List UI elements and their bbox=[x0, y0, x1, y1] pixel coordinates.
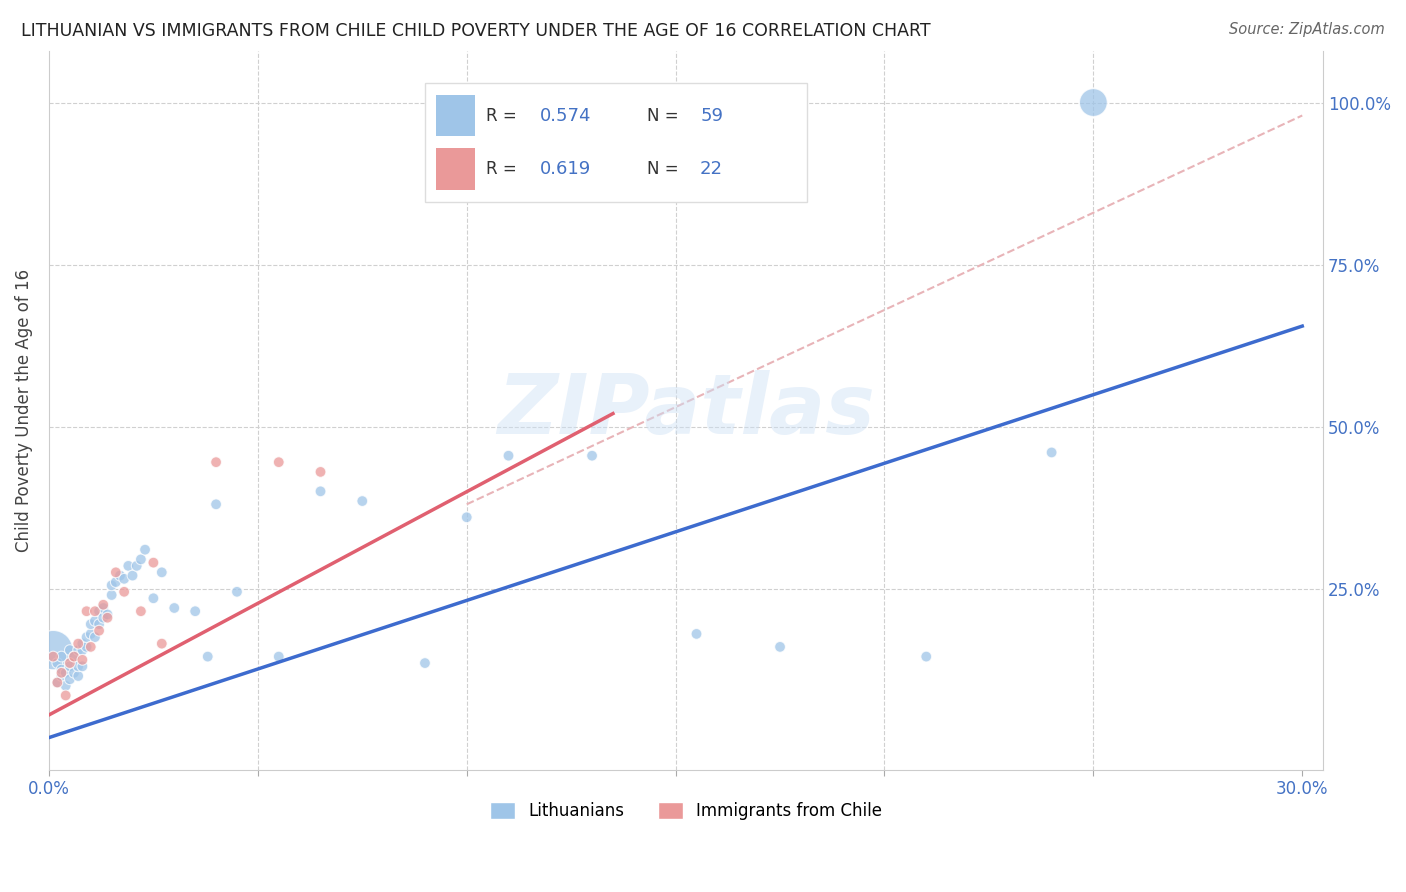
Point bbox=[1083, 95, 1105, 110]
Point bbox=[498, 449, 520, 463]
Point bbox=[63, 665, 86, 680]
Point bbox=[96, 610, 118, 624]
Point bbox=[129, 604, 152, 618]
Point bbox=[456, 510, 478, 524]
Point bbox=[413, 656, 436, 670]
Text: Source: ZipAtlas.com: Source: ZipAtlas.com bbox=[1229, 22, 1385, 37]
Point bbox=[80, 640, 103, 654]
Point bbox=[84, 630, 107, 644]
Text: LITHUANIAN VS IMMIGRANTS FROM CHILE CHILD POVERTY UNDER THE AGE OF 16 CORRELATIO: LITHUANIAN VS IMMIGRANTS FROM CHILE CHIL… bbox=[21, 22, 931, 40]
Point bbox=[51, 665, 73, 680]
Point bbox=[46, 675, 69, 690]
Point bbox=[197, 649, 219, 664]
Point bbox=[59, 656, 82, 670]
Point bbox=[67, 643, 90, 657]
Point bbox=[51, 649, 73, 664]
Point bbox=[1040, 445, 1063, 459]
Point bbox=[267, 649, 290, 664]
Point bbox=[87, 617, 110, 632]
Point bbox=[72, 653, 94, 667]
Point bbox=[309, 465, 332, 479]
Point bbox=[184, 604, 207, 618]
Point bbox=[108, 568, 131, 582]
Point bbox=[352, 494, 374, 508]
Point bbox=[55, 679, 77, 693]
Point bbox=[55, 665, 77, 680]
Point bbox=[51, 663, 73, 677]
Point bbox=[150, 637, 173, 651]
Point bbox=[80, 617, 103, 632]
Point bbox=[581, 449, 603, 463]
Point bbox=[100, 588, 122, 602]
Legend: Lithuanians, Immigrants from Chile: Lithuanians, Immigrants from Chile bbox=[484, 795, 889, 826]
Point bbox=[76, 640, 98, 654]
Point bbox=[226, 584, 249, 599]
Text: ZIPatlas: ZIPatlas bbox=[498, 370, 875, 450]
Point bbox=[80, 627, 103, 641]
Point bbox=[51, 669, 73, 683]
Point bbox=[769, 640, 792, 654]
Point bbox=[55, 689, 77, 703]
Point bbox=[104, 575, 127, 590]
Point bbox=[121, 568, 143, 582]
Point bbox=[100, 578, 122, 592]
Point bbox=[87, 624, 110, 638]
Point bbox=[59, 673, 82, 687]
Point bbox=[87, 604, 110, 618]
Point bbox=[46, 656, 69, 670]
Point bbox=[150, 566, 173, 580]
Point bbox=[134, 542, 156, 557]
Point bbox=[72, 643, 94, 657]
Point bbox=[72, 637, 94, 651]
Point bbox=[205, 455, 228, 469]
Point bbox=[76, 604, 98, 618]
Point bbox=[205, 497, 228, 511]
Point bbox=[685, 627, 707, 641]
Point bbox=[915, 649, 938, 664]
Point bbox=[309, 484, 332, 499]
Point bbox=[163, 601, 186, 615]
Point bbox=[46, 675, 69, 690]
Point bbox=[67, 637, 90, 651]
Y-axis label: Child Poverty Under the Age of 16: Child Poverty Under the Age of 16 bbox=[15, 268, 32, 552]
Point bbox=[112, 584, 135, 599]
Point bbox=[96, 607, 118, 622]
Point bbox=[117, 558, 139, 573]
Point bbox=[59, 643, 82, 657]
Point bbox=[72, 659, 94, 673]
Point bbox=[42, 643, 65, 657]
Point bbox=[125, 558, 148, 573]
Point bbox=[63, 649, 86, 664]
Point bbox=[112, 572, 135, 586]
Point bbox=[104, 566, 127, 580]
Point bbox=[76, 630, 98, 644]
Point bbox=[67, 659, 90, 673]
Point bbox=[142, 556, 165, 570]
Point bbox=[129, 552, 152, 566]
Point bbox=[267, 455, 290, 469]
Point bbox=[84, 614, 107, 628]
Point bbox=[91, 601, 114, 615]
Point bbox=[63, 649, 86, 664]
Point bbox=[42, 649, 65, 664]
Point bbox=[91, 610, 114, 624]
Point bbox=[67, 669, 90, 683]
Point bbox=[59, 659, 82, 673]
Point bbox=[91, 598, 114, 612]
Point bbox=[84, 604, 107, 618]
Point bbox=[142, 591, 165, 606]
